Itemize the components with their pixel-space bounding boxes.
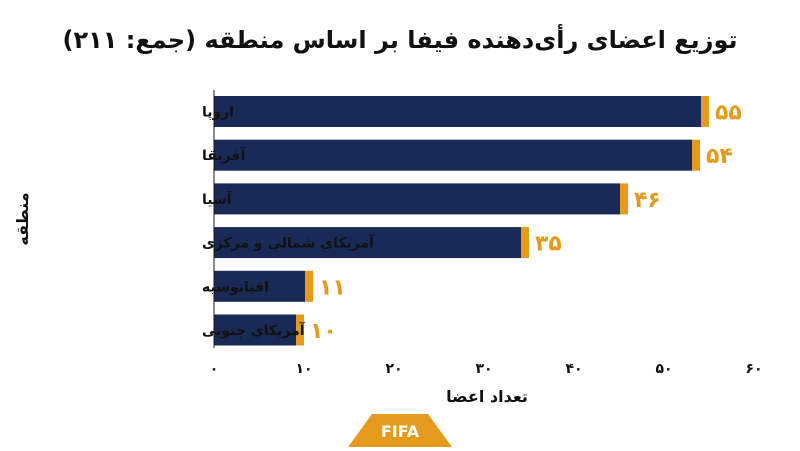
fifa-logo-badge — [348, 414, 452, 447]
bar-cap — [296, 314, 304, 346]
x-tick-label: ۰ — [210, 361, 219, 377]
bar-cap — [521, 227, 529, 259]
bar-value-label: ۴۶ — [634, 188, 661, 213]
bar — [214, 96, 701, 127]
bar-value-label: ۵۴ — [706, 144, 733, 169]
y-tick-label: اروپا — [202, 105, 234, 121]
x-tick-label: ۴۰ — [565, 361, 582, 377]
bar — [214, 139, 692, 171]
bar-cap — [305, 270, 313, 302]
y-tick-label: اقیانوسیه — [202, 279, 269, 295]
bar — [214, 183, 620, 215]
bars-group: اروپا ۵۵ آفریقا ۵۴ آسیا ۴۶ آمریکای شمالی و مرک… — [202, 96, 742, 346]
x-tick-label: ۲۰ — [385, 361, 402, 377]
x-tick-label: ۳۰ — [475, 361, 492, 377]
x-tick-label: ۵۰ — [655, 361, 672, 377]
x-tick-label: ۱۰ — [295, 361, 312, 377]
x-tick-label: ۶۰ — [745, 361, 762, 377]
bar-cap — [701, 96, 709, 127]
bar-value-label: ۱۰ — [310, 319, 337, 344]
bar-value-label: ۱۱ — [319, 275, 346, 300]
x-axis-ticks: ۰ ۱۰ ۲۰ ۳۰ ۴۰ ۵۰ ۶۰ — [210, 361, 763, 377]
bar-cap — [692, 139, 700, 171]
y-tick-label: آسیا — [202, 190, 233, 208]
bar — [214, 314, 296, 346]
bar — [214, 227, 521, 259]
x-axis-label: تعداد اعضا — [446, 387, 528, 406]
fifa-logo-text: FIFA — [381, 422, 420, 441]
bar-value-label: ۳۵ — [535, 232, 562, 257]
bar-cap — [620, 183, 628, 215]
y-axis-label: منطقه — [13, 192, 32, 245]
y-tick-label: آمریکای شمالی و مرکزی — [202, 234, 375, 252]
bar-value-label: ۵۵ — [715, 101, 742, 126]
y-tick-label: آفریقا — [202, 146, 246, 164]
bar — [214, 270, 305, 302]
fifa-logo: FIFA — [348, 414, 452, 447]
y-tick-label: آمریکای جنوبی — [202, 321, 306, 339]
chart-title: توزیع اعضای رأی‌دهنده فیفا بر اساس منطقه… — [62, 24, 737, 54]
